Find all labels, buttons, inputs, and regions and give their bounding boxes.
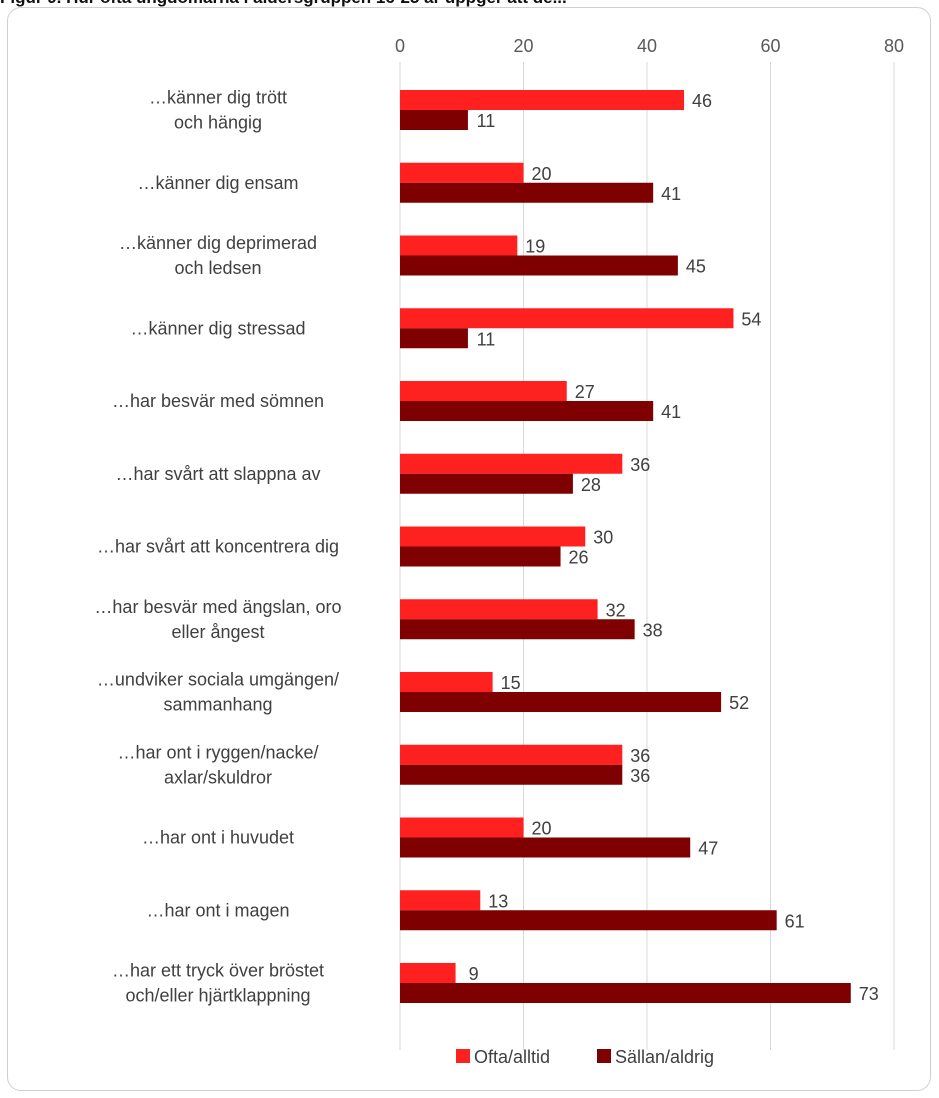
bar-sallan	[400, 910, 777, 931]
data-label: 47	[698, 839, 718, 859]
bar-sallan	[400, 328, 468, 349]
category-label: …har svårt att slappna av	[115, 464, 320, 484]
data-label: 26	[569, 548, 589, 568]
bar-sallan	[400, 764, 623, 785]
category-label: …känner dig trött och hängig	[149, 88, 287, 133]
x-axis-ticks: 0 20 40 60 80	[395, 36, 904, 56]
data-label: 28	[581, 475, 601, 495]
bar-ofta	[400, 817, 524, 838]
data-label: 11	[477, 329, 496, 349]
bar-ofta	[400, 308, 734, 329]
data-label: 19	[525, 237, 545, 257]
data-label: 9	[469, 964, 479, 984]
data-label: 30	[593, 528, 613, 548]
bar-sallan	[400, 692, 722, 712]
category-label: …har besvär med sömnen	[112, 391, 324, 411]
bar-sallan	[400, 546, 561, 567]
data-label: 36	[630, 766, 650, 786]
category-label: …känner dig stressad	[130, 318, 305, 338]
category-label: …har svårt att koncentrera dig	[97, 537, 339, 557]
data-label: 27	[575, 382, 595, 402]
category-label: …har ont i ryggen/nacke/axlar/skuldror	[117, 742, 318, 787]
category-label: …har ont i magen	[146, 900, 289, 920]
x-tick-label: 20	[513, 36, 533, 56]
data-label: 41	[661, 184, 681, 204]
data-label: 54	[741, 309, 761, 329]
chart-title: Figur 9. Hur ofta ungdomarna i åldersgru…	[0, 0, 939, 8]
data-label: 15	[501, 673, 521, 693]
bar-sallan	[400, 619, 635, 640]
data-label: 61	[785, 911, 805, 931]
x-tick-label: 60	[760, 36, 780, 56]
data-label: 46	[692, 91, 712, 111]
bar-sallan	[400, 182, 654, 203]
data-label: 52	[729, 693, 749, 713]
category-label: …känner dig deprimerad och ledsen	[119, 233, 317, 278]
bar-ofta	[400, 890, 481, 911]
x-tick-label: 0	[395, 36, 405, 56]
data-label: 36	[630, 455, 650, 475]
data-label: 38	[643, 620, 663, 640]
category-label: …har ont i huvudet	[142, 828, 294, 848]
bar-ofta	[400, 381, 567, 401]
bar-ofta	[400, 526, 586, 547]
bar-sallan	[400, 401, 654, 421]
category-label: …har ett tryck över bröstet och/eller hjä…	[112, 961, 324, 1006]
category-label: …känner dig ensam	[137, 173, 298, 193]
data-labels: 4611204119455411274136283026323815523636…	[469, 91, 879, 1004]
data-label: 73	[859, 984, 879, 1004]
bar-ofta	[400, 453, 623, 474]
legend-label: Sällan/aldrig	[615, 1047, 714, 1067]
bar-ofta	[400, 963, 456, 983]
bar-ofta	[400, 672, 493, 692]
data-label: 20	[531, 819, 551, 839]
bar-sallan	[400, 110, 468, 130]
x-tick-label: 80	[884, 36, 904, 56]
legend-swatch	[597, 1049, 611, 1063]
data-label: 36	[630, 746, 650, 766]
legend-swatch	[456, 1049, 470, 1063]
x-tick-label: 40	[637, 36, 657, 56]
category-label: …undviker sociala umgängen/sammanhang	[97, 670, 339, 715]
bar-sallan	[400, 983, 851, 1003]
bar-ofta	[400, 235, 518, 256]
bar-sallan	[400, 473, 573, 494]
bar-ofta	[400, 599, 598, 620]
data-label: 32	[606, 600, 626, 620]
data-label: 13	[488, 891, 508, 911]
data-label: 45	[686, 257, 706, 277]
bars	[400, 90, 851, 1003]
bar-sallan	[400, 837, 691, 858]
data-label: 41	[661, 402, 681, 422]
bar-sallan	[400, 255, 678, 276]
data-label: 20	[531, 164, 551, 184]
bar-ofta	[400, 162, 524, 183]
category-label: …har besvär med ängslan, oro eller ångest	[94, 597, 341, 642]
bar-ofta	[400, 90, 685, 110]
legend-label: Ofta/alltid	[474, 1047, 550, 1067]
category-labels: …känner dig trött och hängig …känner dig e…	[94, 88, 341, 1006]
bar-ofta	[400, 744, 623, 765]
data-label: 11	[477, 111, 496, 131]
legend: Ofta/alltid Sällan/aldrig	[456, 1047, 714, 1067]
